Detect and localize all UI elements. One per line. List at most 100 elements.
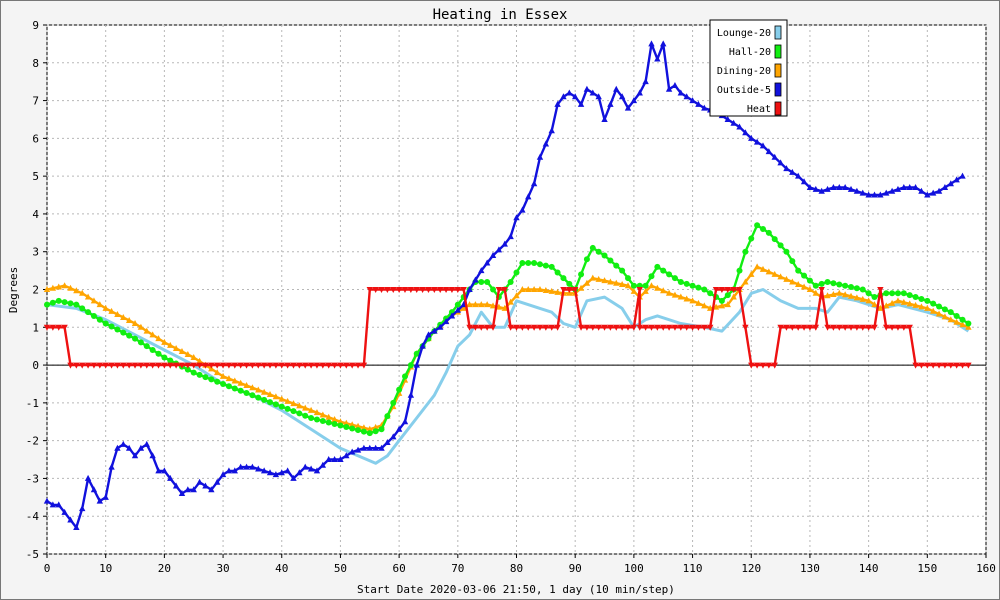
data-point: [196, 371, 203, 378]
data-point: [483, 324, 491, 331]
data-point: [589, 274, 596, 281]
y-tick-label: -4: [26, 510, 40, 523]
data-point: [79, 305, 86, 312]
data-point: [178, 347, 186, 354]
legend-swatch: [774, 101, 782, 116]
data-point: [313, 416, 320, 423]
data-point: [912, 301, 919, 308]
data-point: [172, 344, 180, 351]
data-point: [155, 362, 162, 369]
data-point: [231, 467, 238, 474]
data-point: [284, 405, 291, 412]
data-point: [243, 390, 250, 397]
data-point: [666, 271, 673, 278]
data-point: [219, 362, 227, 369]
data-point: [613, 262, 620, 269]
data-point: [548, 127, 555, 134]
data-point: [272, 401, 279, 408]
data-point: [736, 267, 743, 274]
data-point: [489, 251, 497, 258]
y-tick-label: 1: [32, 321, 39, 334]
x-tick-label: 100: [624, 562, 644, 575]
data-point: [484, 278, 491, 285]
data-point: [372, 444, 379, 451]
data-point: [859, 324, 866, 331]
data-point: [220, 380, 227, 387]
data-point: [343, 424, 350, 431]
data-point: [55, 283, 62, 290]
data-point: [466, 286, 473, 292]
data-point: [601, 277, 608, 284]
data-point: [366, 430, 373, 437]
data-point: [478, 267, 485, 274]
data-point: [847, 324, 855, 331]
data-point: [912, 294, 919, 301]
data-point: [290, 400, 297, 407]
data-point: [137, 362, 145, 369]
data-point: [701, 324, 708, 331]
data-point: [560, 93, 567, 100]
data-point: [466, 301, 473, 308]
data-point: [571, 93, 579, 100]
data-point: [806, 324, 814, 331]
data-point: [959, 316, 966, 323]
data-point: [865, 191, 872, 198]
data-point: [894, 297, 902, 304]
data-point: [325, 413, 332, 420]
data-point: [530, 286, 538, 292]
data-point: [61, 282, 68, 289]
data-point: [460, 287, 467, 293]
data-point: [936, 303, 943, 310]
data-point: [883, 302, 890, 309]
data-point: [871, 301, 878, 308]
data-point: [90, 486, 98, 493]
data-point: [695, 324, 702, 331]
series-dining-20: [43, 263, 972, 432]
data-point: [836, 289, 843, 296]
data-point: [883, 324, 890, 331]
data-point: [800, 178, 808, 185]
data-point: [853, 285, 860, 292]
data-point: [812, 282, 819, 289]
data-point: [267, 399, 274, 406]
data-point: [642, 78, 649, 85]
data-point: [454, 287, 462, 293]
data-point: [495, 287, 503, 293]
data-point: [759, 142, 767, 149]
data-point: [619, 267, 626, 274]
data-point: [871, 294, 878, 301]
data-point: [959, 362, 966, 369]
data-point: [190, 369, 197, 376]
data-point: [965, 362, 972, 369]
data-point: [765, 229, 772, 236]
data-point: [237, 362, 244, 369]
data-point: [161, 338, 168, 345]
data-point: [261, 396, 268, 403]
data-point: [795, 280, 802, 287]
data-point: [401, 373, 408, 380]
data-point: [613, 279, 620, 286]
data-point: [601, 324, 608, 331]
data-point: [941, 183, 949, 190]
y-tick-label: 8: [32, 57, 39, 70]
data-point: [419, 342, 426, 349]
x-tick-label: 30: [216, 562, 229, 575]
data-point: [61, 508, 68, 515]
data-point: [636, 324, 643, 331]
data-point: [84, 474, 92, 481]
data-point: [114, 362, 121, 369]
data-point: [213, 478, 221, 485]
data-point: [384, 287, 391, 293]
data-point: [677, 89, 685, 96]
y-tick-label: 6: [32, 132, 39, 145]
data-point: [583, 85, 591, 92]
data-point: [507, 298, 514, 305]
data-point: [73, 287, 80, 294]
data-point: [213, 362, 221, 369]
data-point: [583, 324, 591, 331]
data-point: [695, 100, 702, 107]
data-point: [906, 324, 913, 331]
data-point: [607, 278, 614, 285]
data-point: [225, 383, 232, 390]
chart-title: Heating in Essex: [433, 7, 568, 23]
